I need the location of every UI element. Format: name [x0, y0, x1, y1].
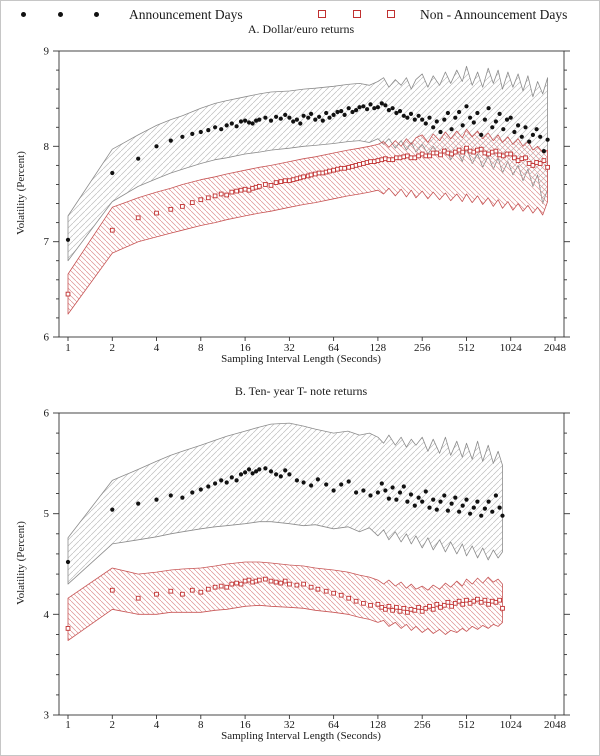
announcement-dot-icon — [58, 12, 63, 17]
y-axis-ticks — [53, 412, 570, 716]
panel-b: 3 4 5 6 1 2 4 8 16 32 64 128 256 512 1024 2048 — [44, 408, 570, 731]
x-tick-label: 8 — [198, 342, 204, 354]
legend-non-announcement-label: Non - Announcement Days — [420, 7, 568, 22]
x-tick-label: 512 — [458, 719, 475, 731]
x-tick-label: 8 — [198, 719, 204, 731]
x-tick-label: 2 — [110, 719, 116, 731]
panel-b-x-axis-label: Sampling Interval Length (Seconds) — [221, 730, 381, 742]
x-tick-label: 64 — [328, 719, 340, 731]
non-announcement-confidence-band — [67, 561, 503, 641]
x-axis-ticks — [67, 337, 556, 341]
announcement-points — [65, 101, 550, 242]
y-tick-label: 4 — [44, 609, 50, 621]
announcement-points — [65, 466, 505, 565]
panel-a: 6 7 8 9 1 2 4 8 16 32 64 128 256 512 1024 2048 — [44, 46, 570, 354]
x-tick-label: 256 — [414, 342, 431, 354]
x-tick-label: 32 — [284, 719, 295, 731]
x-tick-label: 1 — [65, 719, 71, 731]
non-announcement-points — [65, 576, 505, 631]
non-announcement-square-icon — [318, 10, 326, 18]
x-tick-label: 1024 — [500, 342, 523, 354]
x-tick-label: 32 — [284, 342, 295, 354]
announcement-confidence-band — [67, 422, 503, 585]
x-tick-label: 16 — [240, 719, 252, 731]
y-tick-label: 3 — [44, 710, 50, 722]
y-tick-label: 9 — [44, 46, 50, 58]
x-tick-label: 2 — [110, 342, 116, 354]
x-tick-label: 128 — [370, 342, 387, 354]
y-tick-label: 6 — [44, 332, 50, 344]
plot-frame — [58, 50, 565, 338]
plot-frame — [58, 412, 565, 716]
legend-announcement-label: Announcement Days — [129, 7, 243, 22]
panel-a-x-axis-label: Sampling Interval Length (Seconds) — [221, 353, 381, 365]
announcement-dot-icon — [21, 12, 26, 17]
y-tick-label: 7 — [44, 236, 50, 248]
y-tick-label: 6 — [44, 408, 50, 420]
non-announcement-points — [65, 145, 550, 297]
x-tick-label: 2048 — [544, 719, 567, 731]
non-announcement-square-icon — [353, 10, 361, 18]
panel-b-title: B. Ten- year T- note returns — [234, 384, 368, 398]
panel-a-title: A. Dollar/euro returns — [247, 22, 355, 36]
non-announcement-confidence-band — [67, 128, 548, 315]
x-tick-label: 4 — [154, 342, 160, 354]
x-tick-label: 512 — [458, 342, 475, 354]
x-tick-label: 256 — [414, 719, 431, 731]
x-tick-label: 4 — [154, 719, 160, 731]
x-tick-label: 1024 — [500, 719, 523, 731]
x-tick-label: 16 — [240, 342, 252, 354]
x-tick-label: 128 — [370, 719, 387, 731]
y-tick-label: 5 — [44, 508, 50, 520]
x-tick-label: 2048 — [544, 342, 567, 354]
x-tick-label: 64 — [328, 342, 340, 354]
announcement-dot-icon — [94, 12, 99, 17]
x-axis-ticks — [67, 715, 556, 719]
y-tick-label: 8 — [44, 141, 50, 153]
non-announcement-square-icon — [387, 10, 395, 18]
x-tick-label: 1 — [65, 342, 71, 354]
y-axis-ticks — [53, 50, 570, 338]
